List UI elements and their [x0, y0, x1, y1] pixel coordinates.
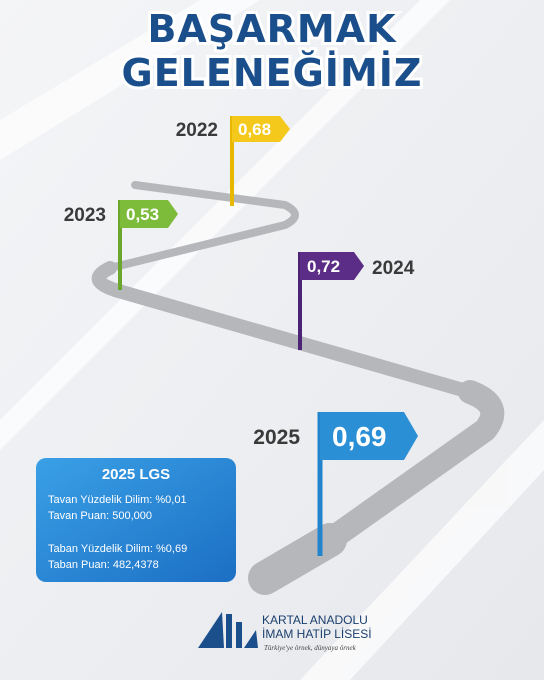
title-line2: GELENEĞİMİZ — [122, 51, 423, 95]
logo-icon — [198, 612, 258, 648]
flag-value: 0,72 — [307, 257, 340, 276]
info-line: Taban Puan: 482,4378 — [48, 559, 159, 571]
flag — [320, 412, 418, 460]
flag — [120, 200, 178, 228]
logo-line1: KARTAL ANADOLU — [262, 613, 368, 627]
flag-year: 2023 — [64, 205, 106, 226]
flag-value: 0,68 — [238, 120, 271, 139]
logo-slogan: Türkiye'ye örnek, dünyaya örnek — [264, 644, 357, 652]
info-title: 2025 LGS — [102, 466, 170, 483]
flag-year: 2022 — [176, 120, 218, 141]
flag-value: 0,53 — [126, 205, 159, 224]
info-line: Tavan Yüzdelik Dilim: %0,01 — [48, 494, 187, 506]
title-line1: BAŞARMAK — [147, 7, 397, 51]
logo-line2: İMAM HATİP LİSESİ — [262, 627, 372, 641]
flag — [300, 252, 364, 280]
info-line: Taban Yüzdelik Dilim: %0,69 — [48, 543, 187, 555]
flag-year: 2024 — [372, 258, 415, 279]
flag-value: 0,69 — [332, 421, 387, 452]
info-line: Tavan Puan: 500,000 — [48, 510, 152, 522]
flag — [232, 116, 290, 142]
flag-year: 2025 — [253, 426, 300, 449]
info-box — [36, 458, 236, 582]
